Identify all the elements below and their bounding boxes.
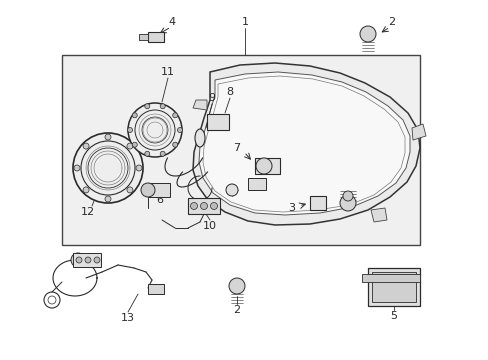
Circle shape (127, 143, 133, 149)
Circle shape (128, 103, 182, 157)
Text: 3: 3 (288, 203, 295, 213)
Text: 10: 10 (203, 221, 217, 231)
Circle shape (85, 257, 91, 263)
Bar (361, 274, 419, 282)
Ellipse shape (195, 129, 204, 147)
Text: 12: 12 (81, 207, 95, 217)
Polygon shape (370, 208, 386, 222)
Text: 4: 4 (168, 17, 175, 27)
Circle shape (136, 165, 142, 171)
Circle shape (342, 191, 352, 201)
Circle shape (359, 26, 375, 42)
Circle shape (94, 257, 100, 263)
Text: 13: 13 (121, 313, 135, 323)
Bar (139, 34, 148, 40)
Bar (309, 196, 325, 210)
Text: 7: 7 (233, 143, 240, 153)
Circle shape (105, 196, 111, 202)
Circle shape (73, 133, 142, 203)
Text: 2: 2 (387, 17, 395, 27)
Circle shape (71, 253, 85, 267)
Circle shape (84, 254, 96, 266)
Circle shape (225, 184, 238, 196)
Circle shape (190, 202, 197, 210)
Text: 2: 2 (233, 305, 240, 315)
Bar (73, 253, 101, 267)
Circle shape (160, 104, 165, 109)
Circle shape (74, 165, 80, 171)
Bar (148, 183, 170, 197)
Circle shape (177, 127, 182, 132)
Circle shape (132, 113, 137, 118)
Circle shape (228, 278, 244, 294)
Circle shape (144, 104, 149, 109)
Circle shape (339, 195, 355, 211)
Circle shape (127, 187, 133, 193)
Text: 1: 1 (241, 17, 248, 27)
Polygon shape (193, 63, 419, 225)
Text: 9: 9 (208, 93, 215, 103)
Circle shape (132, 142, 137, 147)
Bar (62, 55, 419, 245)
Circle shape (105, 134, 111, 140)
Bar (148, 284, 163, 294)
Circle shape (256, 158, 271, 174)
Text: 6: 6 (156, 195, 163, 205)
Bar (206, 114, 228, 130)
Text: 11: 11 (161, 67, 175, 77)
Bar (187, 198, 220, 214)
Bar (371, 272, 415, 302)
Circle shape (210, 202, 217, 210)
Polygon shape (199, 72, 409, 215)
Bar (254, 158, 280, 174)
Circle shape (83, 143, 89, 149)
Circle shape (172, 113, 177, 118)
Bar (247, 178, 265, 190)
Circle shape (200, 202, 207, 210)
Circle shape (76, 257, 82, 263)
Circle shape (144, 151, 149, 156)
Circle shape (127, 127, 132, 132)
Bar (148, 32, 163, 42)
Circle shape (83, 187, 89, 193)
Polygon shape (411, 124, 425, 140)
Text: 8: 8 (226, 87, 233, 97)
Bar (367, 268, 419, 306)
Circle shape (172, 142, 177, 147)
Circle shape (160, 151, 165, 156)
Polygon shape (193, 100, 206, 110)
Circle shape (141, 183, 155, 197)
Text: 5: 5 (390, 311, 397, 321)
